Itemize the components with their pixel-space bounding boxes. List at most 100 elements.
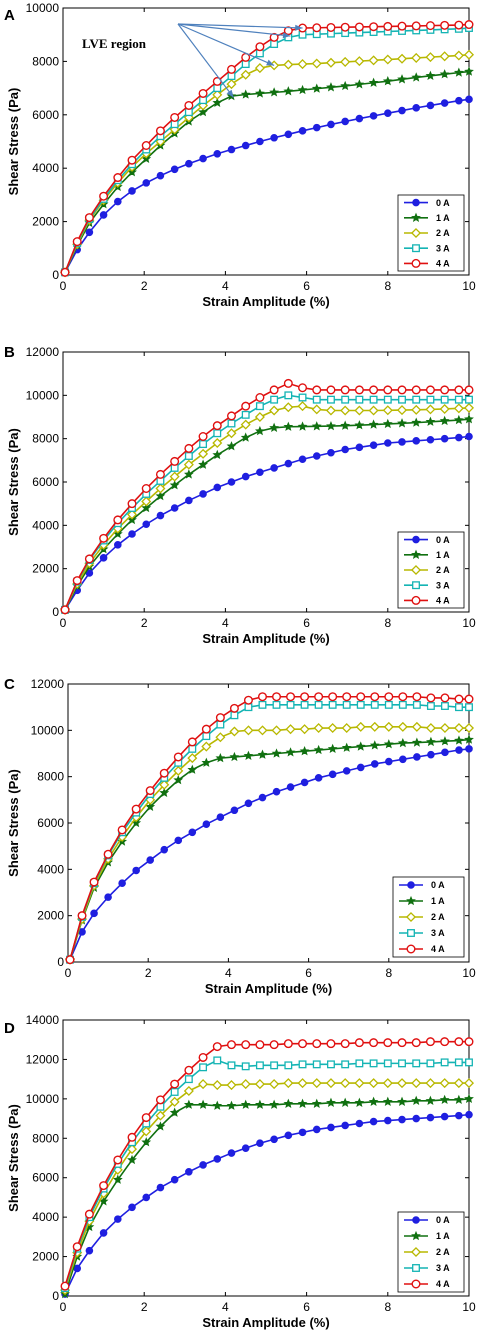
data-point [411,1078,422,1089]
data-point [311,83,322,93]
data-point [397,737,408,748]
data-point [398,106,406,115]
data-point [340,1078,351,1089]
data-point [341,1060,350,1069]
data-point [354,420,365,430]
data-point [170,165,179,174]
data-point [327,743,338,754]
legend-label: 4 A [436,596,450,606]
data-point [327,395,335,404]
data-point [99,533,109,543]
data-point [328,692,338,702]
x-axis-title: Strain Amplitude (%) [202,294,329,309]
x-axis-title: Strain Amplitude (%) [205,981,332,996]
data-point [216,813,225,822]
data-point [355,443,364,452]
legend-label: 2 A [436,228,450,238]
data-point [311,404,322,415]
legend-item: 3 A [404,243,450,253]
data-point [384,692,394,702]
x-tick-label: 8 [385,966,392,980]
legend-label: 3 A [431,928,445,938]
data-point [269,32,279,42]
data-point [89,877,99,887]
data-point [439,69,450,79]
data-point [369,740,380,750]
data-point [215,713,225,723]
data-point [160,845,169,854]
data-point [425,1078,436,1089]
data-point [426,1113,435,1122]
data-point [283,421,294,431]
data-point [255,425,265,436]
data-point [169,471,180,482]
data-point [439,1094,450,1105]
data-point [170,504,179,512]
x-tick-label: 0 [65,966,72,980]
data-point [328,700,337,709]
data-point [212,1100,223,1110]
data-point [127,499,137,509]
data-point [272,692,282,702]
data-point [184,100,194,110]
data-point [188,744,197,753]
data-point [326,82,336,92]
data-point [213,149,222,158]
data-point [240,89,251,99]
data-point [311,58,322,69]
data-point [465,745,473,753]
data-point [254,411,265,423]
data-point [384,439,392,447]
data-point [65,955,75,965]
data-point [85,1246,94,1255]
x-tick-label: 10 [462,966,476,980]
data-point [464,1037,474,1047]
x-tick-label: 4 [222,1300,229,1314]
data-point [216,720,225,729]
data-point [297,401,308,412]
data-point [382,418,393,429]
data-point [368,55,379,66]
data-point [269,385,279,395]
data-point [156,1183,165,1192]
data-point [270,395,279,404]
data-point [425,21,435,31]
data-point [254,1079,265,1090]
data-point [369,1117,378,1126]
data-point [99,1181,109,1191]
data-point [340,420,351,430]
data-point [198,88,208,98]
data-point [441,748,449,757]
data-point [340,56,351,67]
data-point [258,793,267,802]
data-point [187,753,198,764]
data-point [383,1038,393,1048]
data-point [199,440,208,449]
data-point [226,1100,237,1110]
legend-item: 2 A [399,911,445,922]
data-point [440,385,450,395]
data-point [355,395,364,404]
y-axis-title: Shear Stress (Pa) [6,428,21,536]
data-point [440,693,450,703]
data-point [311,1098,322,1108]
y-tick-label: 4000 [32,518,59,532]
data-point [426,1059,435,1068]
data-point [413,753,421,761]
data-point [155,126,165,136]
data-point [355,1119,364,1128]
legend-marker [407,929,415,937]
legend-item: 0 A [404,535,450,545]
data-point [368,1078,379,1089]
data-point [184,452,193,460]
data-point [385,757,393,766]
data-point [427,750,435,759]
data-point [145,786,155,796]
data-point [226,64,236,74]
data-point [198,432,208,442]
data-point [465,95,473,104]
data-point [439,1078,450,1089]
data-point [199,490,207,498]
data-point [198,1052,208,1062]
data-point [104,893,112,901]
